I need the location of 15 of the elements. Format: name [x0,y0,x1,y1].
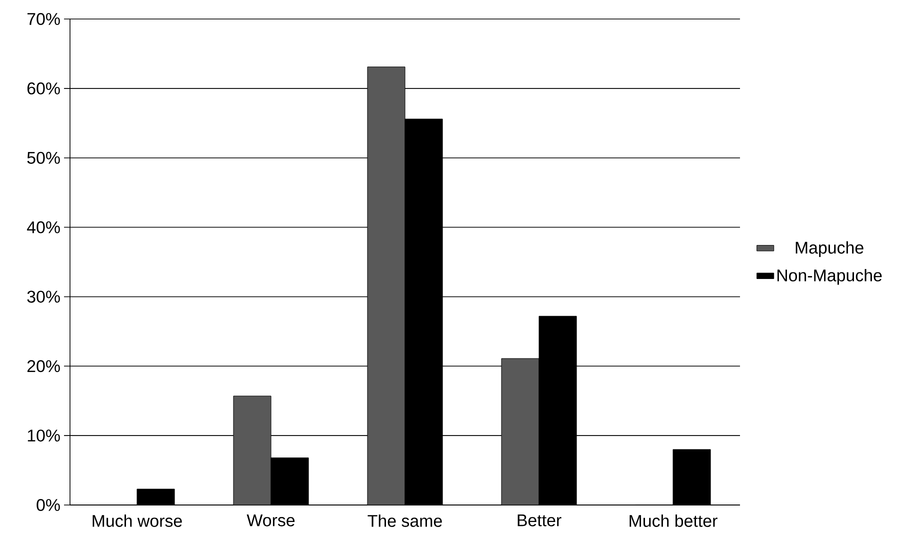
x-tick-label: Much worse [92,514,182,527]
y-tick-label: 60% [27,82,60,94]
legend-label: Non-Mapuche [777,268,882,285]
x-tick-label: Better [518,514,562,526]
y-tick-label: 40% [26,221,60,234]
x-tick-label: The same [368,514,442,527]
y-tick-label: 20% [27,360,60,372]
x-tick-label: Worse [246,514,295,526]
y-tick-label: 30% [27,290,60,303]
y-tick-label: 50% [27,152,60,164]
y-tick-label: 0% [36,499,60,511]
x-tick-label: Much better [630,514,718,527]
legend-label: Mapuche [796,241,864,258]
y-tick-label: 70% [27,13,60,25]
y-tick-label: 10% [28,430,60,442]
